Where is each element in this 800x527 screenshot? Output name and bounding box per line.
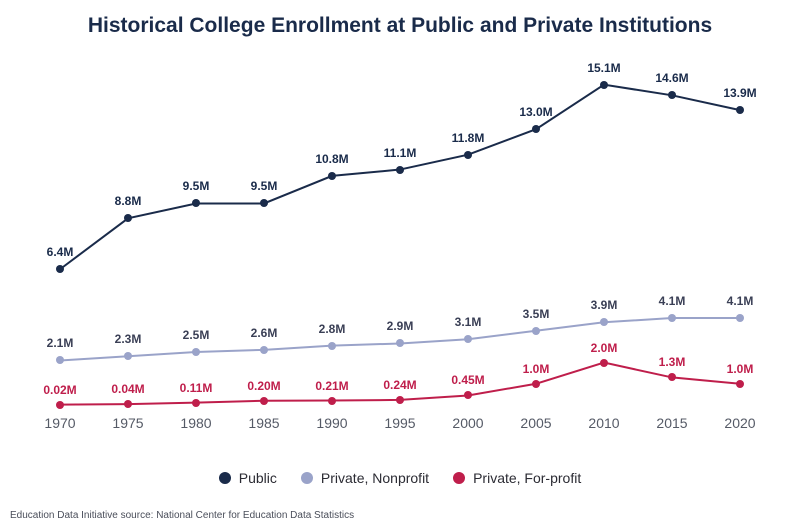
point-private_forprofit bbox=[56, 401, 64, 409]
point-public bbox=[736, 106, 744, 114]
value-label-private_nonprofit: 2.8M bbox=[319, 322, 346, 336]
value-label-private_forprofit: 1.0M bbox=[523, 362, 550, 376]
value-label-private_forprofit: 0.04M bbox=[111, 382, 144, 396]
x-axis: 1970 1975 1980 1985 1990 1995 2000 2005 2010 2015… bbox=[40, 415, 760, 435]
point-public bbox=[124, 214, 132, 222]
value-label-private_forprofit: 2.0M bbox=[591, 341, 618, 355]
x-tick: 2010 bbox=[588, 415, 619, 431]
value-label-private_nonprofit: 2.6M bbox=[251, 326, 278, 340]
point-private_forprofit bbox=[192, 399, 200, 407]
point-private_nonprofit bbox=[736, 314, 744, 322]
x-tick: 2000 bbox=[452, 415, 483, 431]
value-label-private_forprofit: 0.45M bbox=[451, 373, 484, 387]
point-private_forprofit bbox=[260, 397, 268, 405]
plot-region: 6.4M 8.8M 9.5M 9.5M 10.8M 11.1M 11.8M 13.0M 15.1… bbox=[40, 55, 760, 405]
value-label-private_nonprofit: 3.5M bbox=[523, 307, 550, 321]
point-private_nonprofit bbox=[396, 339, 404, 347]
value-label-public: 9.5M bbox=[183, 179, 210, 193]
point-private_forprofit bbox=[668, 373, 676, 381]
value-label-private_forprofit: 0.20M bbox=[247, 379, 280, 393]
point-public bbox=[396, 166, 404, 174]
point-private_nonprofit bbox=[668, 314, 676, 322]
value-label-public: 15.1M bbox=[587, 61, 620, 75]
value-label-public: 14.6M bbox=[655, 71, 688, 85]
point-public bbox=[532, 125, 540, 133]
value-label-private_nonprofit: 4.1M bbox=[659, 294, 686, 308]
point-public bbox=[464, 151, 472, 159]
point-private_forprofit bbox=[532, 380, 540, 388]
x-tick: 1980 bbox=[180, 415, 211, 431]
legend-item-public: Public bbox=[219, 470, 277, 486]
value-label-private_forprofit: 1.0M bbox=[727, 362, 754, 376]
point-private_nonprofit bbox=[600, 318, 608, 326]
value-label-private_forprofit: 0.02M bbox=[43, 383, 76, 397]
legend-dot-private_nonprofit bbox=[301, 472, 313, 484]
point-private_nonprofit bbox=[56, 356, 64, 364]
chart-area: 6.4M 8.8M 9.5M 9.5M 10.8M 11.1M 11.8M 13.0M 15.1… bbox=[40, 55, 760, 440]
point-private_nonprofit bbox=[532, 327, 540, 335]
chart-title: Historical College Enrollment at Public … bbox=[0, 0, 800, 38]
legend-dot-private_forprofit bbox=[453, 472, 465, 484]
point-private_forprofit bbox=[328, 397, 336, 405]
point-public bbox=[56, 265, 64, 273]
legend-dot-public bbox=[219, 472, 231, 484]
point-public bbox=[600, 81, 608, 89]
point-private_forprofit bbox=[736, 380, 744, 388]
point-public bbox=[192, 199, 200, 207]
value-label-public: 8.8M bbox=[115, 194, 142, 208]
value-label-private_nonprofit: 4.1M bbox=[727, 294, 754, 308]
line-public bbox=[60, 85, 740, 270]
value-label-private_forprofit: 0.21M bbox=[315, 379, 348, 393]
point-public bbox=[668, 91, 676, 99]
x-tick: 1990 bbox=[316, 415, 347, 431]
point-private_nonprofit bbox=[328, 342, 336, 350]
value-label-private_forprofit: 0.24M bbox=[383, 378, 416, 392]
point-private_nonprofit bbox=[192, 348, 200, 356]
legend-item-private_forprofit: Private, For-profit bbox=[453, 470, 581, 486]
x-tick: 2020 bbox=[724, 415, 755, 431]
value-label-private_nonprofit: 2.9M bbox=[387, 319, 414, 333]
value-label-private_nonprofit: 2.5M bbox=[183, 328, 210, 342]
x-tick: 1995 bbox=[384, 415, 415, 431]
value-label-private_forprofit: 1.3M bbox=[659, 355, 686, 369]
point-public bbox=[260, 199, 268, 207]
value-label-private_nonprofit: 2.1M bbox=[47, 336, 74, 350]
point-private_forprofit bbox=[464, 391, 472, 399]
x-tick: 1970 bbox=[44, 415, 75, 431]
point-private_nonprofit bbox=[464, 335, 472, 343]
value-label-public: 13.0M bbox=[519, 105, 552, 119]
point-private_forprofit bbox=[124, 400, 132, 408]
value-label-private_forprofit: 0.11M bbox=[180, 381, 213, 395]
point-private_forprofit bbox=[396, 396, 404, 404]
value-label-public: 11.8M bbox=[452, 131, 485, 145]
value-label-private_nonprofit: 3.1M bbox=[455, 315, 482, 329]
line-layer bbox=[40, 55, 760, 405]
point-private_forprofit bbox=[600, 359, 608, 367]
source-attribution: Education Data Initiative source: Nation… bbox=[10, 510, 354, 521]
legend-label-public: Public bbox=[239, 470, 277, 486]
value-label-private_nonprofit: 2.3M bbox=[115, 332, 142, 346]
value-label-public: 13.9M bbox=[723, 86, 756, 100]
value-label-public: 11.1M bbox=[384, 146, 417, 160]
x-tick: 1975 bbox=[112, 415, 143, 431]
legend: Public Private, Nonprofit Private, For-pro… bbox=[0, 470, 800, 487]
value-label-public: 6.4M bbox=[47, 245, 74, 259]
x-tick: 1985 bbox=[248, 415, 279, 431]
value-label-private_nonprofit: 3.9M bbox=[591, 298, 618, 312]
legend-item-private_nonprofit: Private, Nonprofit bbox=[301, 470, 429, 486]
value-label-public: 9.5M bbox=[251, 179, 278, 193]
legend-label-private_nonprofit: Private, Nonprofit bbox=[321, 470, 429, 486]
x-tick: 2015 bbox=[656, 415, 687, 431]
value-label-public: 10.8M bbox=[315, 152, 348, 166]
point-public bbox=[328, 172, 336, 180]
legend-label-private_forprofit: Private, For-profit bbox=[473, 470, 581, 486]
point-private_nonprofit bbox=[260, 346, 268, 354]
point-private_nonprofit bbox=[124, 352, 132, 360]
x-tick: 2005 bbox=[520, 415, 551, 431]
